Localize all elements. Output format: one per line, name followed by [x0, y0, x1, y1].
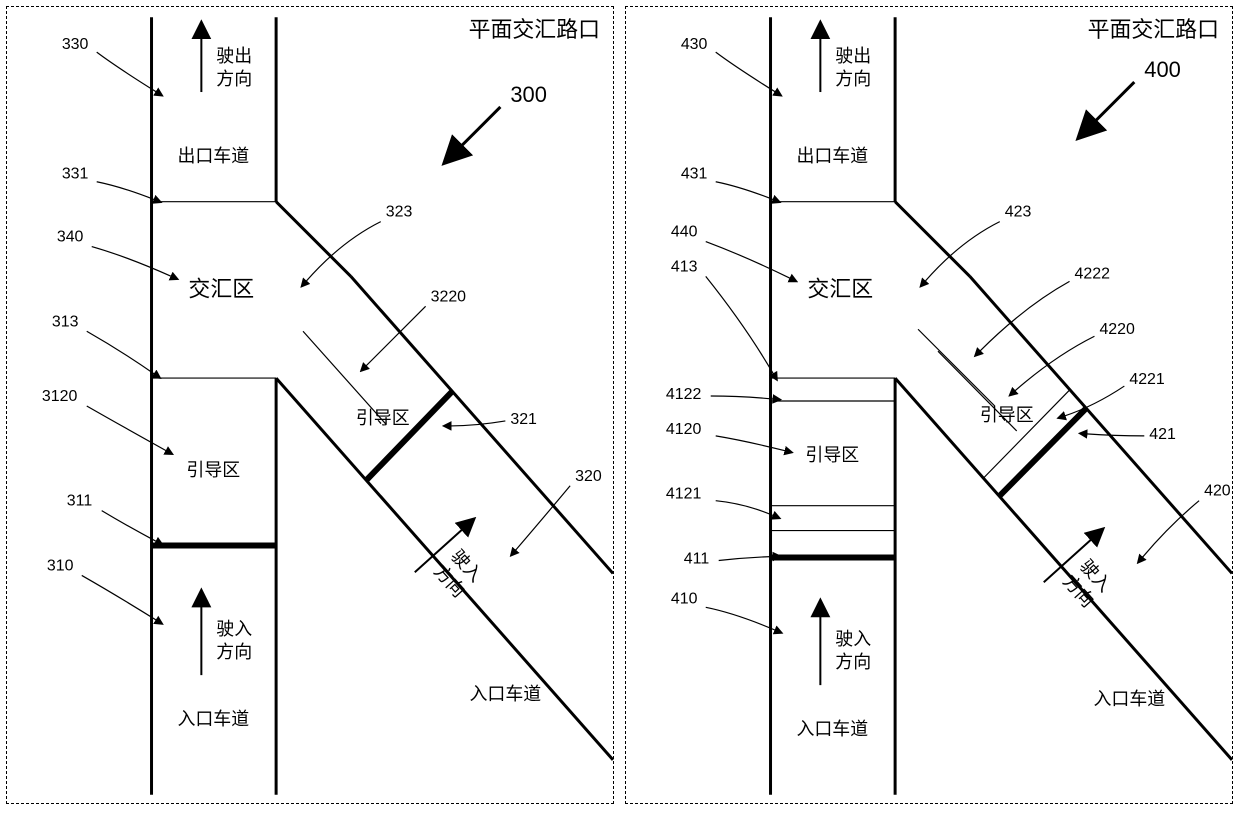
panel-left: 平面交汇路口 [6, 6, 614, 804]
co-4220: 4220 [1099, 321, 1135, 338]
co-420: 420 [1204, 483, 1231, 500]
title-left: 平面交汇路口 [469, 17, 600, 42]
in-dir-v2: 方向 [216, 642, 252, 662]
co-340: 340 [57, 229, 84, 246]
co-411: 411 [684, 550, 710, 567]
figref-left: 300 [510, 82, 547, 107]
co-4221: 4221 [1129, 371, 1165, 388]
diagram-left: 平面交汇路口 [7, 7, 613, 803]
co-421: 421 [1149, 426, 1176, 443]
exit-lane-label: 出口车道 [177, 146, 249, 166]
figref-right: 400 [1144, 57, 1181, 82]
in-dir-rv2: 方向 [835, 652, 871, 672]
co-430: 430 [681, 36, 708, 53]
guide-v-left: 引导区 [186, 460, 240, 480]
in-dir-v1: 驶入 [216, 619, 252, 639]
co-323: 323 [386, 204, 413, 221]
co-4222: 4222 [1075, 265, 1111, 282]
co-311: 311 [67, 493, 93, 510]
entry-lane-d: 入口车道 [469, 684, 541, 704]
co-331: 331 [62, 166, 89, 183]
co-310: 310 [47, 557, 74, 574]
entry-lane-v: 入口车道 [177, 709, 249, 729]
page: 平面交汇路口 [0, 0, 1240, 813]
guide-v-r: 引导区 [805, 445, 859, 465]
co-423: 423 [1005, 204, 1032, 221]
guide-d-r: 引导区 [980, 405, 1034, 425]
co-4120: 4120 [666, 421, 702, 438]
co-440: 440 [671, 224, 698, 241]
co-320: 320 [575, 468, 602, 485]
co-410: 410 [671, 590, 698, 607]
co-431: 431 [681, 166, 708, 183]
co-413: 413 [671, 258, 698, 275]
co-313: 313 [52, 313, 79, 330]
exit-dir-r2: 方向 [835, 69, 871, 89]
exit-dir-1: 驶出 [216, 46, 252, 66]
merge-r: 交汇区 [807, 276, 873, 301]
co-3220: 3220 [431, 288, 467, 305]
diagram-right: 平面交汇路口 驶出 方向 出口车道 [626, 7, 1232, 803]
exit-lane-r: 出口车道 [796, 146, 868, 166]
guide-d-left: 引导区 [356, 408, 410, 428]
exit-dir-r1: 驶出 [835, 46, 871, 66]
title-right: 平面交汇路口 [1088, 17, 1219, 42]
exit-dir-2: 方向 [216, 69, 252, 89]
co-321: 321 [510, 411, 537, 428]
entry-lane-rd: 入口车道 [1093, 689, 1165, 709]
entry-lane-rv: 入口车道 [796, 719, 868, 739]
in-dir-rv1: 驶入 [835, 629, 871, 649]
co-330: 330 [62, 36, 89, 53]
co-4122: 4122 [666, 386, 702, 403]
co-3120: 3120 [42, 388, 78, 405]
panel-right: 平面交汇路口 驶出 方向 出口车道 [625, 6, 1233, 804]
merge-label-left: 交汇区 [188, 276, 254, 301]
co-4121: 4121 [666, 486, 702, 503]
